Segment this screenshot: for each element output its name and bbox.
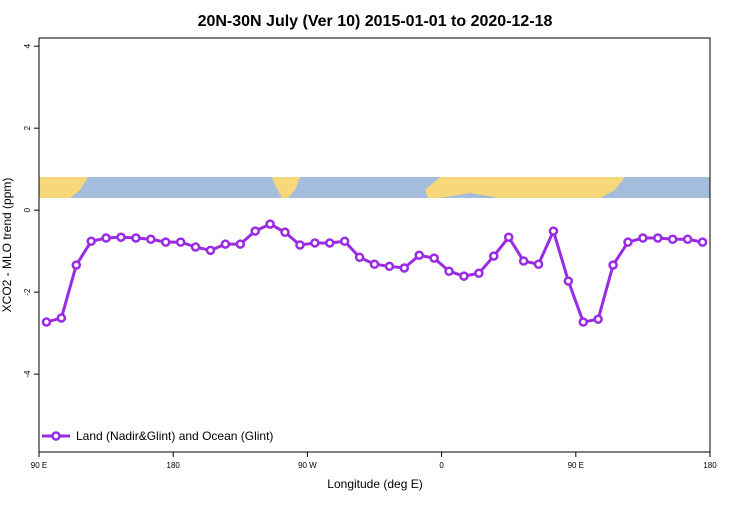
data-point bbox=[697, 237, 708, 247]
plot-frame bbox=[38, 37, 711, 453]
x-tick-label: 180 bbox=[167, 461, 181, 470]
data-point bbox=[563, 276, 574, 286]
data-point bbox=[339, 236, 350, 247]
data-point bbox=[503, 232, 514, 242]
data-point bbox=[399, 263, 410, 273]
y-tick-label: -2 bbox=[23, 288, 32, 296]
data-point bbox=[175, 237, 186, 247]
y-tick-label: 0 bbox=[23, 207, 32, 212]
data-point bbox=[71, 260, 82, 270]
data-point bbox=[310, 238, 320, 248]
y-tick-label: 4 bbox=[23, 43, 32, 48]
data-point bbox=[474, 268, 484, 279]
data-point bbox=[325, 238, 335, 248]
data-point bbox=[131, 233, 141, 243]
data-point bbox=[518, 256, 529, 266]
data-point bbox=[354, 252, 365, 263]
x-tick-label: 180 bbox=[703, 461, 717, 470]
data-point bbox=[250, 226, 260, 236]
data-point bbox=[489, 251, 499, 261]
data-point bbox=[459, 271, 469, 281]
x-axis-label: Longitude (deg E) bbox=[327, 477, 422, 491]
data-point bbox=[41, 317, 52, 327]
data-point bbox=[414, 250, 424, 260]
y-axis-label: XCO2 - MLO trend (ppm) bbox=[0, 178, 14, 313]
data-point bbox=[548, 226, 559, 236]
data-point bbox=[265, 219, 275, 229]
data-point bbox=[86, 236, 96, 247]
data-point bbox=[235, 239, 246, 249]
data-point bbox=[533, 259, 544, 270]
data-point bbox=[160, 237, 171, 247]
data-point bbox=[429, 253, 439, 263]
x-tick-label: 90 E bbox=[568, 461, 584, 470]
data-point bbox=[116, 232, 126, 242]
data-point bbox=[369, 259, 380, 270]
data-point bbox=[56, 313, 67, 323]
data-point bbox=[653, 233, 663, 243]
data-point bbox=[578, 317, 589, 327]
data-point bbox=[623, 237, 633, 247]
x-tick-label: 0 bbox=[439, 461, 444, 470]
y-tick-label: 2 bbox=[23, 125, 32, 130]
series-line bbox=[46, 222, 703, 324]
data-point bbox=[190, 242, 201, 252]
data-point bbox=[101, 233, 111, 243]
data-point bbox=[220, 239, 231, 249]
y-tick-label: -4 bbox=[23, 370, 32, 378]
data-point bbox=[667, 234, 678, 245]
data-point bbox=[280, 227, 290, 238]
data-point bbox=[295, 240, 305, 250]
data-point bbox=[384, 261, 395, 272]
data-point bbox=[593, 314, 603, 324]
data-point bbox=[205, 245, 216, 256]
data-point bbox=[608, 260, 618, 270]
chart-title: 20N-30N July (Ver 10) 2015-01-01 to 2020… bbox=[198, 13, 553, 30]
data-point bbox=[146, 234, 156, 245]
x-tick-label: 90 W bbox=[298, 461, 317, 470]
legend-marker bbox=[51, 431, 61, 441]
data-point bbox=[638, 233, 648, 243]
legend-label: Land (Nadir&Glint) and Ocean (Glint) bbox=[76, 429, 273, 443]
data-point bbox=[444, 266, 454, 276]
map-band bbox=[39, 177, 710, 198]
x-tick-label: 90 E bbox=[31, 461, 47, 470]
data-point bbox=[682, 234, 693, 245]
